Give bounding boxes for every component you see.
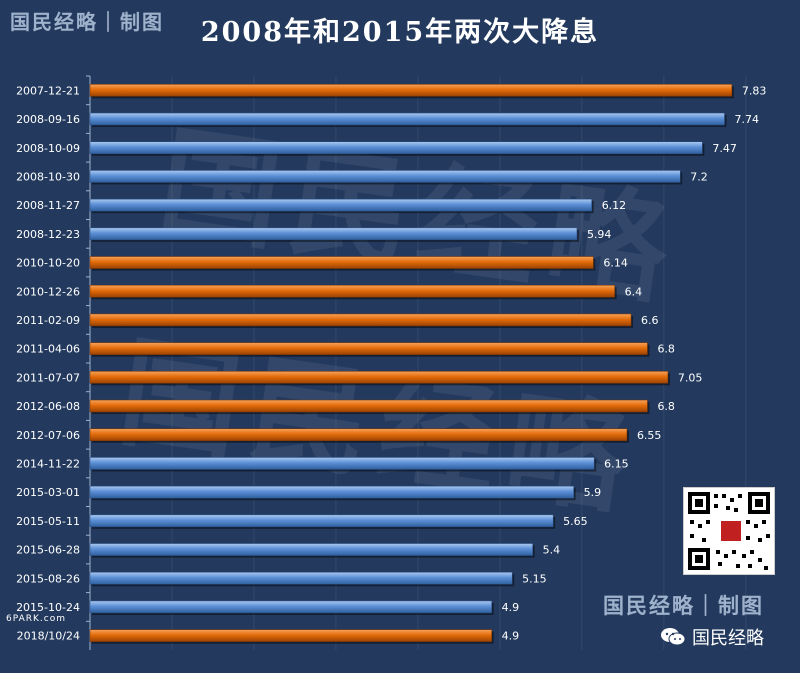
value-label: 4.9 [502,601,520,614]
bar [89,141,703,154]
value-label: 4.9 [502,630,520,643]
bar [89,399,648,413]
category-label: 2008-11-27 [16,199,80,212]
wechat-icon [660,627,686,647]
category-label: 2015-10-24 [16,601,80,614]
bar [89,198,592,212]
value-label: 7.05 [678,371,703,384]
value-label: 6.6 [641,314,659,327]
category-label: 2018/10/24 [17,630,80,643]
bar [89,543,533,556]
category-label: 2011-07-07 [16,371,80,384]
bar [89,371,669,384]
bar [89,514,554,528]
qr-logo [719,519,743,543]
category-label: 2012-07-06 [16,429,80,442]
category-label: 2015-06-28 [16,544,80,557]
category-label: 2007-12-21 [16,84,80,97]
bar [89,457,595,470]
value-label: 6.15 [604,457,629,470]
value-label: 7.74 [735,113,760,126]
category-label: 2011-02-09 [16,314,80,327]
category-label: 2012-06-08 [16,400,80,413]
value-label: 6.12 [602,199,627,212]
value-label: 5.4 [543,544,561,557]
bar [89,256,594,269]
bar [89,600,492,614]
value-label: 5.65 [563,515,588,528]
bar [89,485,574,499]
value-label: 7.83 [742,84,767,97]
bar [89,285,615,298]
bar [89,227,578,241]
chart-title: 2008年和2015年两次大降息 [200,17,600,48]
bar [89,84,733,97]
qr-code [683,487,775,575]
wechat-name: 国民经略 [692,628,764,649]
bar [89,170,681,183]
bar [89,572,513,585]
value-label: 5.94 [587,228,612,241]
category-label: 2008-10-30 [16,170,80,183]
qr-pattern-icon [688,492,770,570]
wechat-account: 国民经略 [660,624,764,650]
bar [89,629,492,642]
value-label: 6.4 [625,285,643,298]
bar [89,428,628,441]
category-label: 2010-12-26 [16,285,80,298]
value-label: 6.14 [603,257,628,270]
brand-header: 国民经略｜制图 [10,10,164,34]
value-label: 6.55 [637,429,662,442]
category-label: 2015-05-11 [16,515,80,528]
value-label: 7.2 [690,170,708,183]
value-label: 6.8 [657,400,675,413]
value-label: 5.15 [522,572,547,585]
value-label: 6.8 [657,343,675,356]
category-label: 2008-10-09 [16,142,80,155]
category-label: 2008-09-16 [16,113,80,126]
bar [89,313,632,327]
brand-footer: 国民经略｜制图 [603,593,764,618]
category-label: 2010-10-20 [16,257,80,270]
category-label: 2015-08-26 [16,572,80,585]
sixpark-watermark: 6PARK.com [6,614,66,624]
value-label: 5.9 [584,486,602,499]
bar [89,112,725,126]
category-label: 2008-12-23 [16,228,80,241]
category-label: 2011-04-06 [16,343,80,356]
value-label: 7.47 [712,142,737,155]
bar [89,342,648,355]
category-label: 2015-03-01 [16,486,80,499]
category-label: 2014-11-22 [16,457,80,470]
